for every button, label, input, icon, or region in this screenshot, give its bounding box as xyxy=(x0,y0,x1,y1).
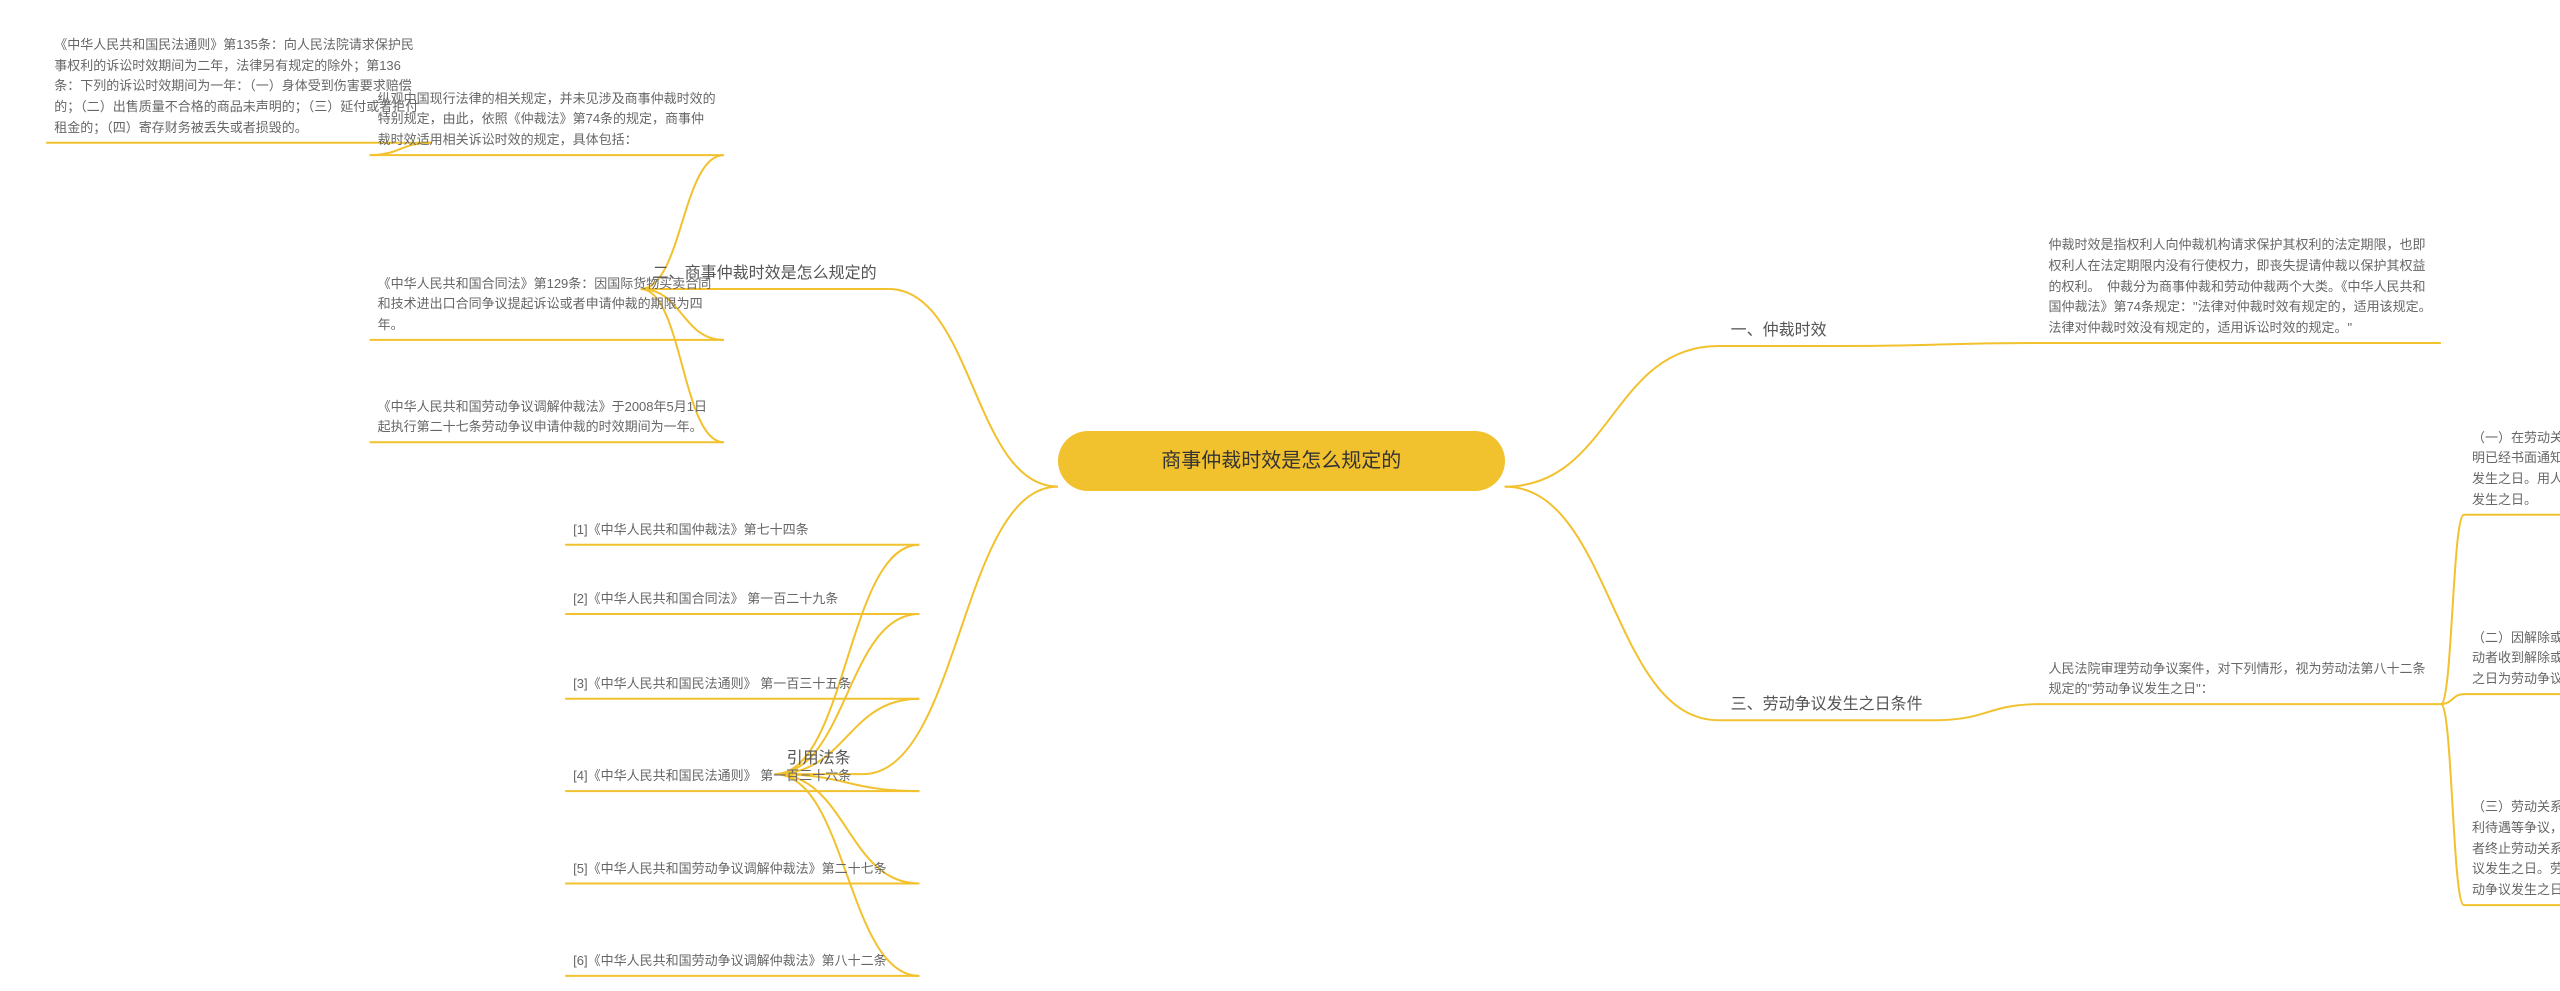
leaf-b3-0-1: （二）因解除或者终止劳动关系产生的争议，用人单位不能证明劳动者收到解除或者终止劳… xyxy=(2464,624,2560,694)
leaf-b1-0: 仲裁时效是指权利人向仲裁机构请求保护其权利的法定期限，也即权利人在法定期限内没有… xyxy=(2041,231,2441,343)
leaf-b2-2: 《中华人民共和国劳动争议调解仲裁法》于2008年5月1日起执行第二十七条劳动争议… xyxy=(370,393,724,443)
leaf-b3-0-2: （三）劳动关系解除或者终止后产生的支付工资、经济补偿金、福利待遇等争议，劳动者能… xyxy=(2464,793,2560,905)
leaf-b4-1: [2]《中华人民共和国合同法》 第一百二十九条 xyxy=(565,585,919,614)
leaf-b4-4: [5]《中华人民共和国劳动争议调解仲裁法》第二十七条 xyxy=(565,855,919,884)
leaf-b4-3: [4]《中华人民共和国民法通则》 第一百三十六条 xyxy=(565,762,919,791)
leaf-b4-0: [1]《中华人民共和国仲裁法》第七十四条 xyxy=(565,516,919,545)
branch-b1: 一、仲裁时效 xyxy=(1719,308,1839,346)
leaf-b2-1: 《中华人民共和国合同法》第129条：因国际货物买卖合同和技术进出口合同争议提起诉… xyxy=(370,270,724,340)
leaf-b4-5: [6]《中华人民共和国劳动争议调解仲裁法》第八十二条 xyxy=(565,947,919,976)
center-topic: 商事仲裁时效是怎么规定的 xyxy=(1058,431,1505,491)
leaf-b4-2: [3]《中华人民共和国民法通则》 第一百三十五条 xyxy=(565,670,919,699)
leaf-b3-0: 人民法院审理劳动争议案件，对下列情形，视为劳动法第八十二条规定的"劳动争议发生之… xyxy=(2041,655,2441,705)
leaf-b2-0-0: 《中华人民共和国民法通则》第135条：向人民法院请求保护民事权利的诉讼时效期间为… xyxy=(46,31,431,143)
branch-b3: 三、劳动争议发生之日条件 xyxy=(1719,682,1935,720)
leaf-b3-0-0: （一）在劳动关系存续期间产生的支付工资争议，用人单位能够证明已经书面通知劳动者拒… xyxy=(2464,424,2560,515)
